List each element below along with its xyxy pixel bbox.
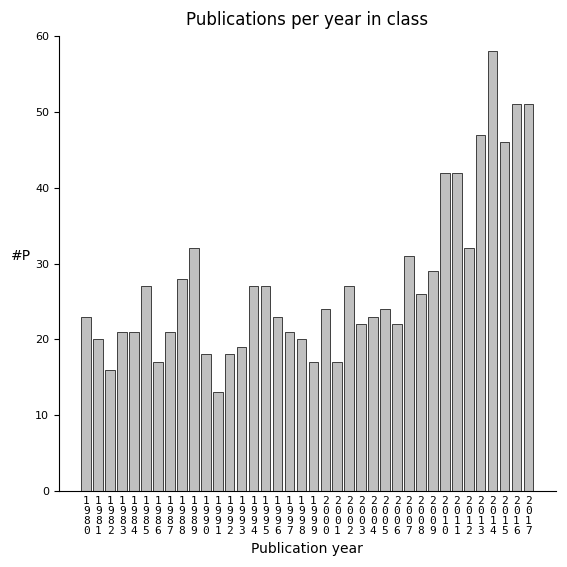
Bar — [404, 256, 414, 491]
Bar — [416, 294, 426, 491]
X-axis label: Publication year: Publication year — [251, 542, 363, 556]
Bar — [189, 248, 198, 491]
Bar — [273, 316, 282, 491]
Bar — [500, 142, 509, 491]
Bar — [332, 362, 342, 491]
Bar — [213, 392, 222, 491]
Bar — [141, 286, 151, 491]
Bar — [464, 248, 473, 491]
Bar — [201, 354, 210, 491]
Bar — [392, 324, 402, 491]
Bar — [476, 135, 485, 491]
Bar — [177, 278, 187, 491]
Bar — [82, 316, 91, 491]
Bar — [369, 316, 378, 491]
Bar — [344, 286, 354, 491]
Bar — [237, 347, 247, 491]
Bar — [512, 104, 521, 491]
Bar — [105, 370, 115, 491]
Bar — [380, 309, 390, 491]
Y-axis label: #P: #P — [11, 249, 31, 264]
Bar — [94, 339, 103, 491]
Bar — [297, 339, 306, 491]
Bar — [225, 354, 235, 491]
Bar — [524, 104, 534, 491]
Bar — [249, 286, 259, 491]
Bar — [165, 332, 175, 491]
Bar — [488, 52, 497, 491]
Bar — [320, 309, 330, 491]
Title: Publications per year in class: Publications per year in class — [187, 11, 429, 29]
Bar — [440, 172, 450, 491]
Bar — [117, 332, 127, 491]
Bar — [357, 324, 366, 491]
Bar — [153, 362, 163, 491]
Bar — [428, 271, 438, 491]
Bar — [308, 362, 318, 491]
Bar — [285, 332, 294, 491]
Bar — [129, 332, 139, 491]
Bar — [452, 172, 462, 491]
Bar — [261, 286, 270, 491]
